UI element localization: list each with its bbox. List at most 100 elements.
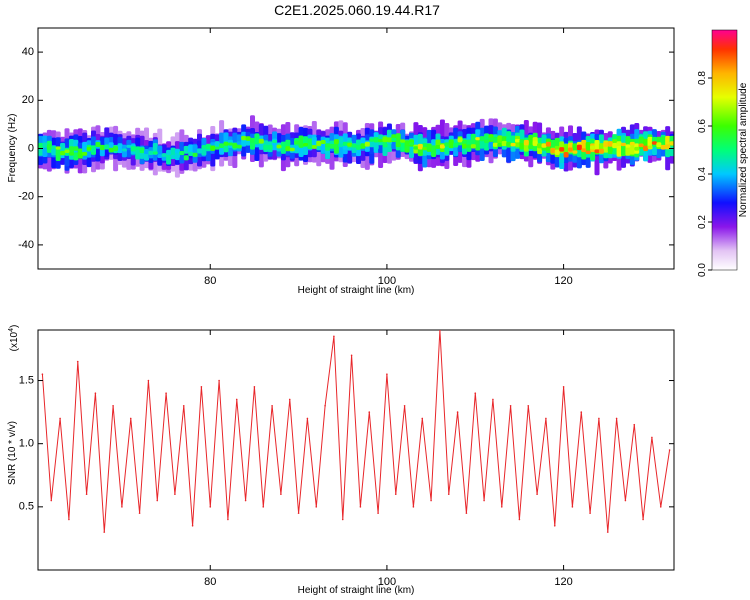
heatmap-cell [64,149,70,153]
heatmap-cell [519,141,525,150]
snr-data-point [244,499,247,502]
heatmap-cell [99,144,105,151]
snr-data-point [386,373,388,376]
heatmap-cell [590,145,596,150]
snr-data-point [253,386,256,388]
snr-data-point [518,518,521,521]
heatmap-cell [73,146,79,151]
heatmap-cell [82,141,88,153]
snr-data-point [615,417,618,420]
snr-x-axis-label: Height of straight line (km) [298,585,415,596]
snr-plot-frame [37,329,675,571]
snr-data-point [483,499,485,502]
snr-data-point [209,506,212,508]
colorbar-tick-label: 0.2 [697,215,708,229]
heatmap-cell [333,141,339,154]
heatmap-cell [258,141,264,150]
snr-data-point [129,417,132,420]
snr-data-point [350,354,353,357]
heatmap-cell [638,136,644,150]
snr-scale-exponent: 4 [8,328,15,332]
heatmap-cell [250,137,256,143]
snr-data-point [68,518,70,521]
heatmap-cell [621,144,627,157]
heatmap-cell [466,144,472,148]
spectrogram-x-tick-label: 100 [378,275,396,287]
heatmap-cell [581,148,587,153]
heatmap-cell [42,144,48,157]
heatmap-cell [183,155,189,161]
snr-data-point [165,392,167,394]
snr-data-point [218,379,220,382]
heatmap-cell [400,139,406,143]
heatmap-cell [135,146,141,150]
heatmap-cell [417,147,423,156]
snr-data-point [262,506,265,508]
heatmap-cell [157,154,163,159]
snr-scale-label: (x104) [8,325,20,352]
snr-data-point [59,417,61,420]
heatmap-cell [91,148,97,153]
heatmap-cell [382,136,388,143]
heatmap-cell [612,142,618,149]
snr-data-point [465,512,468,514]
heatmap-cell [634,146,640,151]
snr-data-point [306,417,309,420]
heatmap-cell [519,139,525,143]
heatmap-cell [280,141,286,147]
heatmap-cell [254,137,260,143]
heatmap-cell [616,144,622,157]
heatmap-cell [515,138,521,143]
heatmap-cell [651,141,657,145]
snr-data-point [377,512,379,514]
heatmap-cell [298,143,304,148]
heatmap-cell [528,145,534,150]
snr-x-tick-label: 100 [378,576,396,588]
snr-data-point [562,386,565,388]
snr-data-point [112,404,114,407]
heatmap-cell [369,138,375,142]
heatmap-cell [386,137,392,143]
snr-data-point [474,392,477,394]
heatmap-cell [572,143,578,151]
heatmap-cell [409,142,415,146]
snr-data-point [412,506,415,508]
colorbar-gradient [711,29,738,271]
heatmap-cell [174,152,180,158]
heatmap-cell [117,143,123,147]
heatmap-cell [585,141,591,152]
heatmap-cell [643,145,649,152]
heatmap-cell [170,154,176,160]
heatmap-cell [320,139,326,144]
heatmap-cell [188,144,194,154]
heatmap-cell [629,141,635,146]
heatmap-cell [38,142,44,149]
heatmap-cell [139,147,145,154]
heatmap-cell [219,143,225,149]
heatmap-cell [223,141,229,146]
heatmap-cell [201,146,207,156]
heatmap-cell [475,137,481,141]
snr-data-point [271,404,273,407]
snr-data-point [580,411,583,413]
snr-data-point [492,398,494,401]
heatmap-cell [245,136,251,141]
snr-data-point [571,506,574,508]
heatmap-cell [294,140,300,145]
snr-data-point [174,493,176,496]
snr-data-point [439,330,441,331]
snr-data-point [606,531,609,533]
heatmap-cell [435,145,441,149]
heatmap-cell [431,147,437,153]
heatmap-cell [144,149,150,154]
snr-data-point [147,379,150,382]
spectrogram-y-axis-label: Frequency (Hz) [7,114,18,183]
snr-data-point [624,499,627,502]
heatmap-cell [272,139,278,143]
colorbar-tick-label: 0.0 [697,263,708,277]
heatmap-cell [183,145,189,154]
snr-data-point [421,417,424,420]
snr-data-point [94,392,97,394]
heatmap-cell [395,133,401,146]
snr-data-point [545,417,547,420]
